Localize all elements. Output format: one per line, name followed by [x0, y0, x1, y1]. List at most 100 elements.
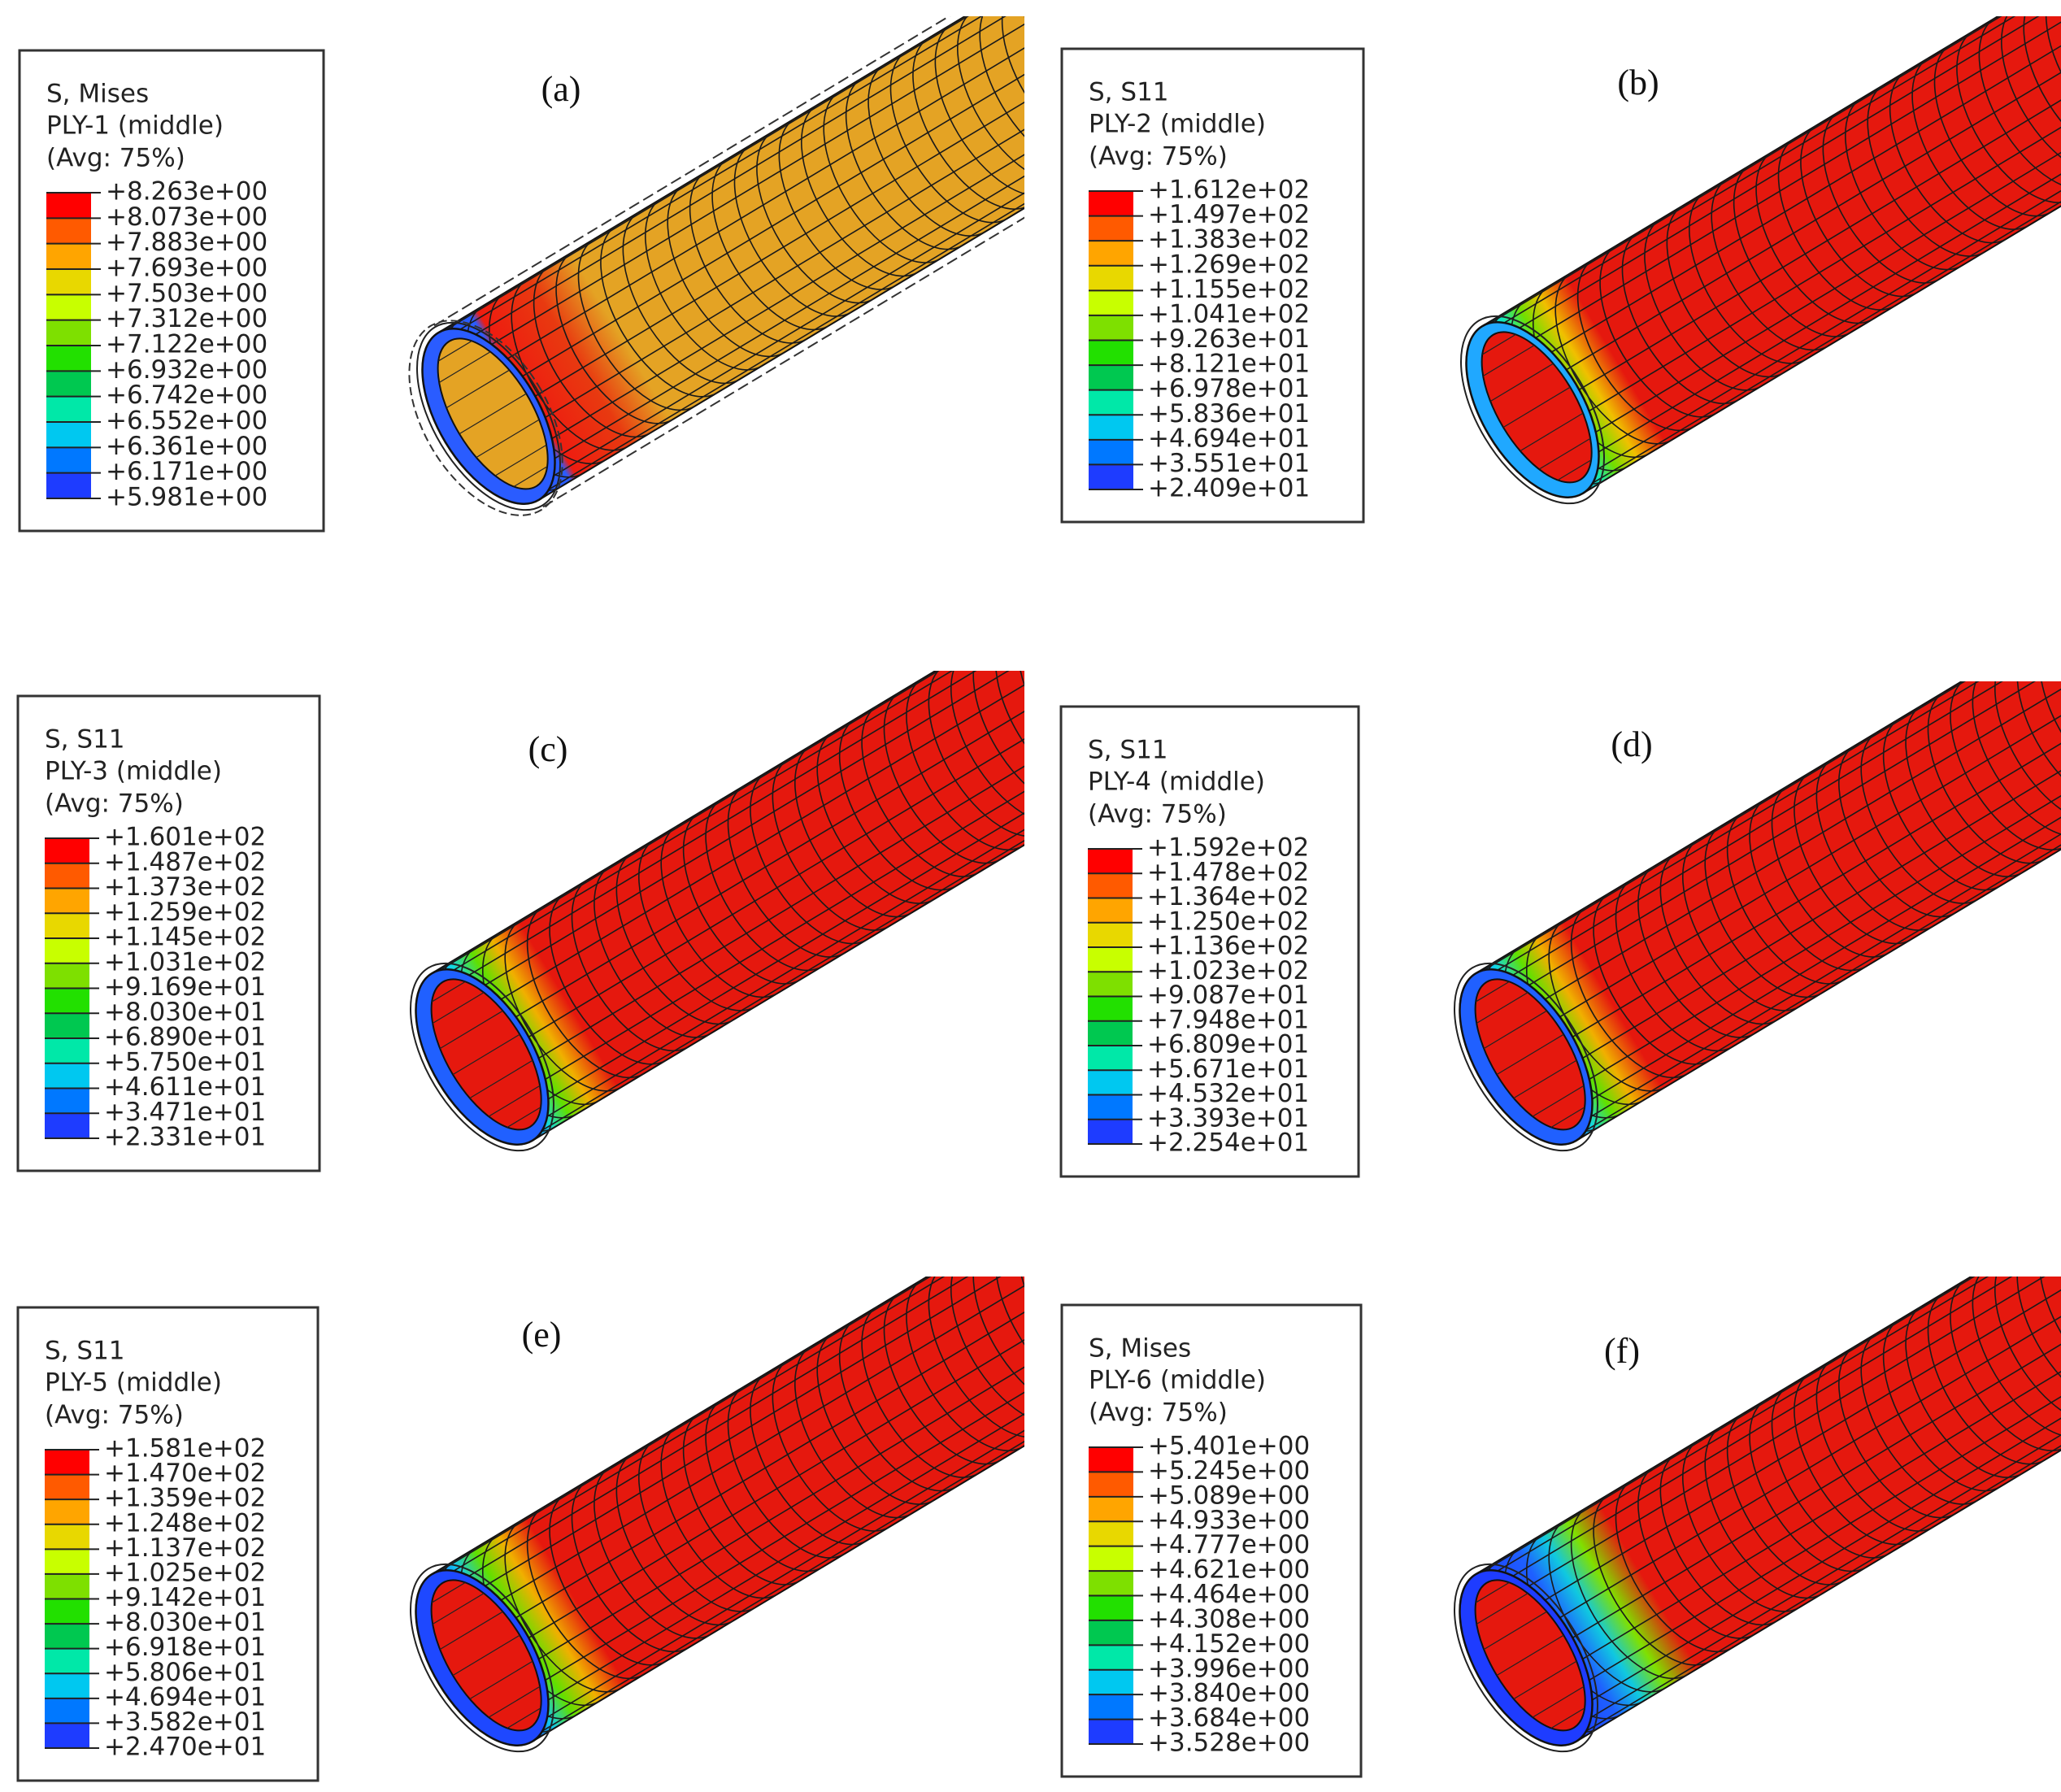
tube: [410, 1277, 1024, 1753]
mesh-ring: [972, 671, 1024, 811]
legend-level: +4.621e+00: [1148, 1555, 1310, 1585]
mesh-line: [424, 1277, 1024, 1581]
mesh-ring: [950, 1277, 1024, 1424]
legend-title: S, S11: [1088, 736, 1168, 765]
mesh-ring: [756, 131, 874, 304]
legend-level: +7.948e+01: [1147, 1005, 1309, 1034]
panel-label: (d): [1611, 724, 1652, 764]
inner-mesh: [1513, 1660, 1577, 1700]
inner-mesh: [437, 340, 472, 362]
mesh-line: [1500, 1277, 2061, 1709]
mesh-ring: [526, 1507, 645, 1680]
mesh-ring: [912, 37, 1024, 210]
mesh-ring: [957, 16, 1024, 183]
color-band: [45, 1723, 89, 1748]
legend-ply: PLY-2 (middle): [1089, 110, 1266, 139]
mesh-line: [1500, 681, 2061, 1108]
color-band: [1089, 1472, 1133, 1497]
legend-avg: (Avg: 75%): [1089, 1398, 1228, 1428]
mesh-ring: [1621, 232, 1740, 405]
inner-mesh: [452, 1634, 520, 1677]
mesh-line: [1474, 681, 2061, 1069]
legend-level: +7.312e+00: [106, 304, 267, 333]
mesh-ring: [1548, 1520, 1666, 1693]
color-band: [1088, 1046, 1133, 1071]
mesh-line: [421, 671, 1024, 1048]
mesh-line: [1547, 1277, 2061, 1744]
mesh-ring: [794, 1346, 912, 1519]
color-band: [45, 1038, 89, 1063]
mesh-line: [1474, 1277, 2061, 1670]
mesh-ring: [861, 704, 979, 877]
mesh-ring: [711, 158, 829, 331]
color-band: [45, 1063, 89, 1089]
mesh-ring: [867, 63, 985, 237]
mesh-ring: [778, 117, 897, 290]
mesh-ring: [638, 1439, 756, 1612]
mesh-ring: [504, 919, 622, 1092]
mesh-ring: [504, 1520, 622, 1693]
mesh-ring: [1666, 205, 1785, 378]
mesh-line: [423, 16, 1024, 386]
inner-mesh: [1532, 1685, 1585, 1718]
mesh-ring: [682, 811, 801, 985]
inner-mesh: [1483, 1010, 1547, 1050]
legend-level: +6.890e+01: [104, 1023, 266, 1052]
inner-mesh: [1496, 1033, 1564, 1076]
mesh-ring: [660, 1426, 778, 1599]
mesh-ring: [1726, 811, 1845, 985]
mesh-ring: [1749, 1399, 1867, 1572]
legend-level: +2.409e+01: [1148, 474, 1310, 503]
color-band: [46, 422, 91, 448]
inner-mesh: [1476, 1593, 1528, 1625]
mesh-ring: [1570, 906, 1689, 1079]
mesh-ring: [727, 785, 846, 958]
mesh-line: [1468, 16, 2061, 345]
legend-level: +5.750e+01: [104, 1047, 266, 1077]
legend-level: +2.470e+01: [104, 1733, 266, 1762]
mesh-line: [1532, 1277, 2061, 1737]
inner-mesh: [469, 1660, 533, 1700]
color-band: [45, 1598, 89, 1625]
mesh-ring: [511, 278, 628, 451]
color-band: [1089, 265, 1133, 291]
mesh-ring: [682, 1412, 801, 1585]
tube-body: [410, 1277, 1024, 1753]
legend-level: +6.932e+00: [106, 355, 267, 385]
color-band: [1089, 1447, 1133, 1472]
color-band: [1089, 439, 1133, 465]
mesh-line: [1459, 681, 2061, 1008]
legend-level: +1.250e+02: [1147, 907, 1309, 936]
inner-mesh: [439, 1010, 503, 1050]
mesh-ring: [1927, 1292, 2046, 1465]
mesh-line: [424, 16, 1024, 351]
mesh-ring: [972, 1277, 1024, 1411]
mesh-line: [1468, 1277, 2061, 1581]
color-band: [1088, 972, 1133, 997]
color-band: [1088, 1070, 1133, 1095]
mesh-ring: [727, 1385, 846, 1559]
color-band: [1089, 1669, 1133, 1695]
color-band: [1089, 415, 1133, 440]
mesh-ring: [600, 224, 718, 398]
mesh-ring: [1682, 838, 1800, 1011]
mesh-ring: [615, 852, 734, 1025]
mesh-ring: [1659, 1453, 1778, 1626]
legend-level: +4.152e+00: [1148, 1629, 1310, 1659]
inner-mesh: [438, 351, 491, 384]
mesh-ring: [1554, 272, 1672, 445]
legend-title: S, S11: [1089, 78, 1169, 107]
mesh-ring: [1882, 1319, 2001, 1492]
color-band: [1089, 215, 1133, 241]
legend-title: S, Mises: [46, 80, 149, 109]
mesh-ring: [1956, 30, 2061, 203]
legend-level: +5.836e+01: [1148, 399, 1310, 428]
inner-mesh: [1550, 1707, 1585, 1729]
mesh-ring: [645, 198, 763, 371]
mesh-line: [1485, 681, 2061, 1090]
color-band: [45, 1698, 89, 1724]
mesh-line: [478, 16, 1024, 484]
legend-level: +6.978e+01: [1148, 374, 1310, 403]
